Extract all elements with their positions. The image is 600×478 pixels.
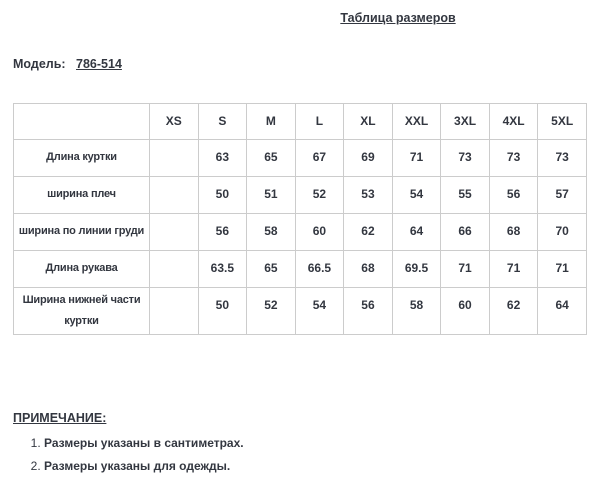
cell-value: 73 [440, 139, 490, 177]
cell-value: 66 [440, 213, 490, 251]
cell-value: 52 [294, 176, 345, 214]
table-row-bottom-width: Ширина нижней части куртки 50 52 54 56 5… [13, 287, 587, 335]
cell-value: 69.5 [391, 250, 442, 288]
cell-value: 63.5 [197, 250, 248, 288]
cell-value: 65 [246, 250, 296, 288]
page-title: Таблица размеров [340, 11, 456, 25]
cell-value [149, 250, 199, 288]
header-cell-xxl: XXL [391, 103, 442, 140]
cell-value: 70 [537, 213, 587, 251]
cell-value: 68 [343, 250, 393, 288]
header-cell-s: S [197, 103, 248, 140]
cell-value: 71 [440, 250, 490, 288]
cell-value: 64 [391, 213, 442, 251]
table-row-chest-width: ширина по линии груди 56 58 60 62 64 66 … [13, 213, 587, 251]
cell-value: 63 [197, 139, 248, 177]
header-cell-xl: XL [343, 103, 393, 140]
cell-value: 62 [488, 287, 539, 335]
header-cell-empty [13, 103, 150, 140]
cell-value: 60 [440, 287, 490, 335]
cell-value: 58 [246, 213, 296, 251]
cell-value: 56 [197, 213, 248, 251]
cell-value: 53 [343, 176, 393, 214]
row-label: Длина куртки [13, 139, 150, 177]
cell-value: 58 [391, 287, 442, 335]
note-item: Размеры указаны для одежды. [44, 459, 244, 473]
header-cell-xs: XS [149, 103, 199, 140]
row-label: Ширина нижней части куртки [13, 287, 150, 335]
cell-value: 68 [488, 213, 539, 251]
cell-value: 71 [537, 250, 587, 288]
cell-value: 56 [343, 287, 393, 335]
cell-value: 60 [294, 213, 345, 251]
cell-value: 69 [343, 139, 393, 177]
row-label: ширина плеч [13, 176, 150, 214]
cell-value: 65 [246, 139, 296, 177]
cell-value: 50 [197, 287, 248, 335]
header-cell-5xl: 5XL [537, 103, 587, 140]
cell-value: 55 [440, 176, 490, 214]
notes-list: Размеры указаны в сантиметрах. Размеры у… [13, 436, 244, 478]
cell-value: 73 [488, 139, 539, 177]
cell-value [149, 176, 199, 214]
cell-value: 64 [537, 287, 587, 335]
note-item: Размеры указаны в сантиметрах. [44, 436, 244, 450]
cell-value: 54 [391, 176, 442, 214]
cell-value: 71 [488, 250, 539, 288]
table-row-jacket-length: Длина куртки 63 65 67 69 71 73 73 73 [13, 139, 587, 177]
cell-value: 57 [537, 176, 587, 214]
cell-value: 66.5 [294, 250, 345, 288]
header-cell-l: L [294, 103, 345, 140]
cell-value: 50 [197, 176, 248, 214]
cell-value: 73 [537, 139, 587, 177]
header-cell-m: M [246, 103, 296, 140]
size-table: XS S M L XL XXL 3XL 4XL 5XL Длина куртки… [13, 103, 587, 335]
notes-heading: ПРИМЕЧАНИЕ: [13, 411, 107, 425]
header-cell-4xl: 4XL [488, 103, 539, 140]
model-line: Модель: 786-514 [13, 57, 122, 71]
table-row-sleeve-length: Длина рукава 63.5 65 66.5 68 69.5 71 71 … [13, 250, 587, 288]
size-table-header-row: XS S M L XL XXL 3XL 4XL 5XL [13, 103, 587, 140]
cell-value: 51 [246, 176, 296, 214]
cell-value [149, 213, 199, 251]
cell-value: 71 [391, 139, 442, 177]
cell-value [149, 287, 199, 335]
model-label: Модель: [13, 57, 66, 71]
table-row-shoulder-width: ширина плеч 50 51 52 53 54 55 56 57 [13, 176, 587, 214]
cell-value: 67 [294, 139, 345, 177]
cell-value [149, 139, 199, 177]
header-cell-3xl: 3XL [440, 103, 490, 140]
model-number: 786-514 [76, 57, 122, 71]
row-label: ширина по линии груди [13, 213, 150, 251]
row-label: Длина рукава [13, 250, 150, 288]
cell-value: 56 [488, 176, 539, 214]
cell-value: 52 [246, 287, 296, 335]
cell-value: 62 [343, 213, 393, 251]
cell-value: 54 [294, 287, 345, 335]
